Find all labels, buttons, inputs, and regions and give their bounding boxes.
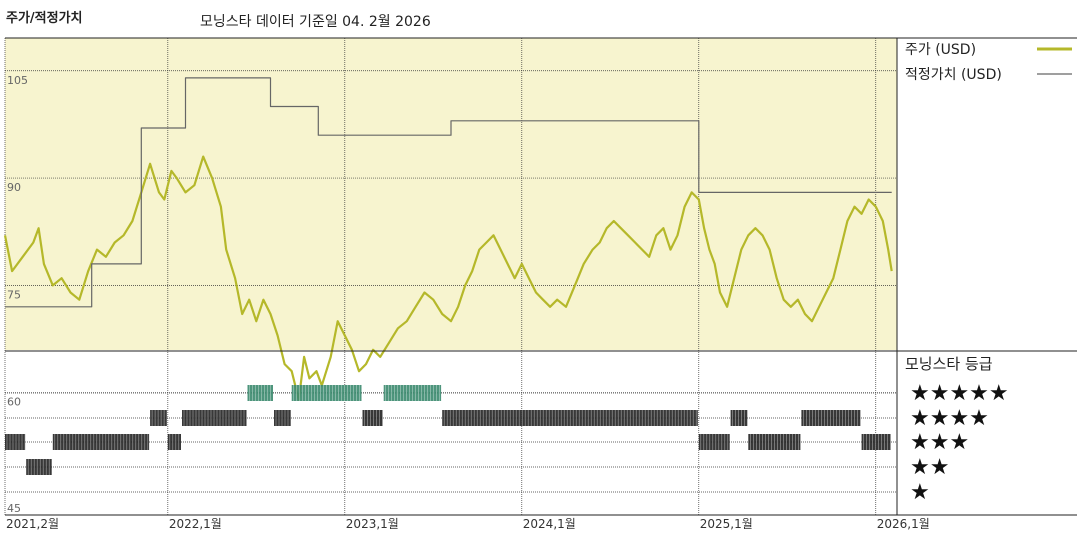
y-tick-label: 75 bbox=[7, 288, 21, 301]
x-tick-label: 2025,1월 bbox=[700, 517, 753, 531]
rating-level-5-stars: ★★★★★ bbox=[910, 381, 1009, 406]
rating-level-1-stars: ★ bbox=[910, 480, 930, 505]
fair-value-line bbox=[5, 77, 892, 308]
rating-bar-5-star bbox=[247, 385, 273, 401]
rating-bar-3-star bbox=[167, 434, 181, 450]
x-axis: 2021,2월 2022,1월 2023,1월 2024,1월 2025,1월 2026,… bbox=[6, 517, 930, 531]
chart-title: 주가/적정가치 bbox=[6, 10, 83, 26]
rating-bar-3-star bbox=[861, 434, 891, 450]
x-tick-label: 2023,1월 bbox=[346, 517, 399, 531]
chart-subtitle: 모닝스타 데이터 기준일 04. 2월 2026 bbox=[200, 14, 431, 30]
y-tick-label: 45 bbox=[7, 502, 21, 515]
rating-legend-title: 모닝스타 등급 bbox=[905, 355, 993, 373]
rating-bar-4-star bbox=[801, 410, 861, 426]
rating-bar-3-star bbox=[52, 434, 150, 450]
rating-bar-4-star bbox=[730, 410, 748, 426]
x-tick-label: 2022,1월 bbox=[169, 517, 222, 531]
legend: 주가 (USD)적정가치 (USD)모닝스타 등급★★★★★★★★★★★★★★★ bbox=[905, 42, 1072, 505]
price-line bbox=[3, 155, 893, 401]
x-tick-label: 2026,1월 bbox=[877, 517, 930, 531]
price-panel: 105 90 75 60 45 bbox=[3, 37, 1077, 516]
x-tick-label: 2024,1월 bbox=[523, 517, 576, 531]
rating-level-4-stars: ★★★★ bbox=[910, 406, 989, 431]
y-tick-label: 105 bbox=[7, 74, 28, 87]
y-tick-label: 60 bbox=[7, 396, 21, 409]
rating-bar-2-star bbox=[26, 459, 52, 475]
y-tick-label: 90 bbox=[7, 181, 21, 194]
x-tick-label: 2021,2월 bbox=[6, 517, 59, 531]
legend-price-label: 주가 (USD) bbox=[905, 42, 976, 58]
rating-bar-4-star bbox=[150, 410, 167, 426]
rating-level-3-stars: ★★★ bbox=[910, 430, 969, 455]
price-panel-bg bbox=[5, 38, 897, 350]
rating-panel bbox=[5, 385, 897, 493]
rating-bar-4-star bbox=[274, 410, 291, 426]
legend-fair-value-label: 적정가치 (USD) bbox=[905, 67, 1002, 83]
rating-level-2-stars: ★★ bbox=[910, 455, 949, 480]
